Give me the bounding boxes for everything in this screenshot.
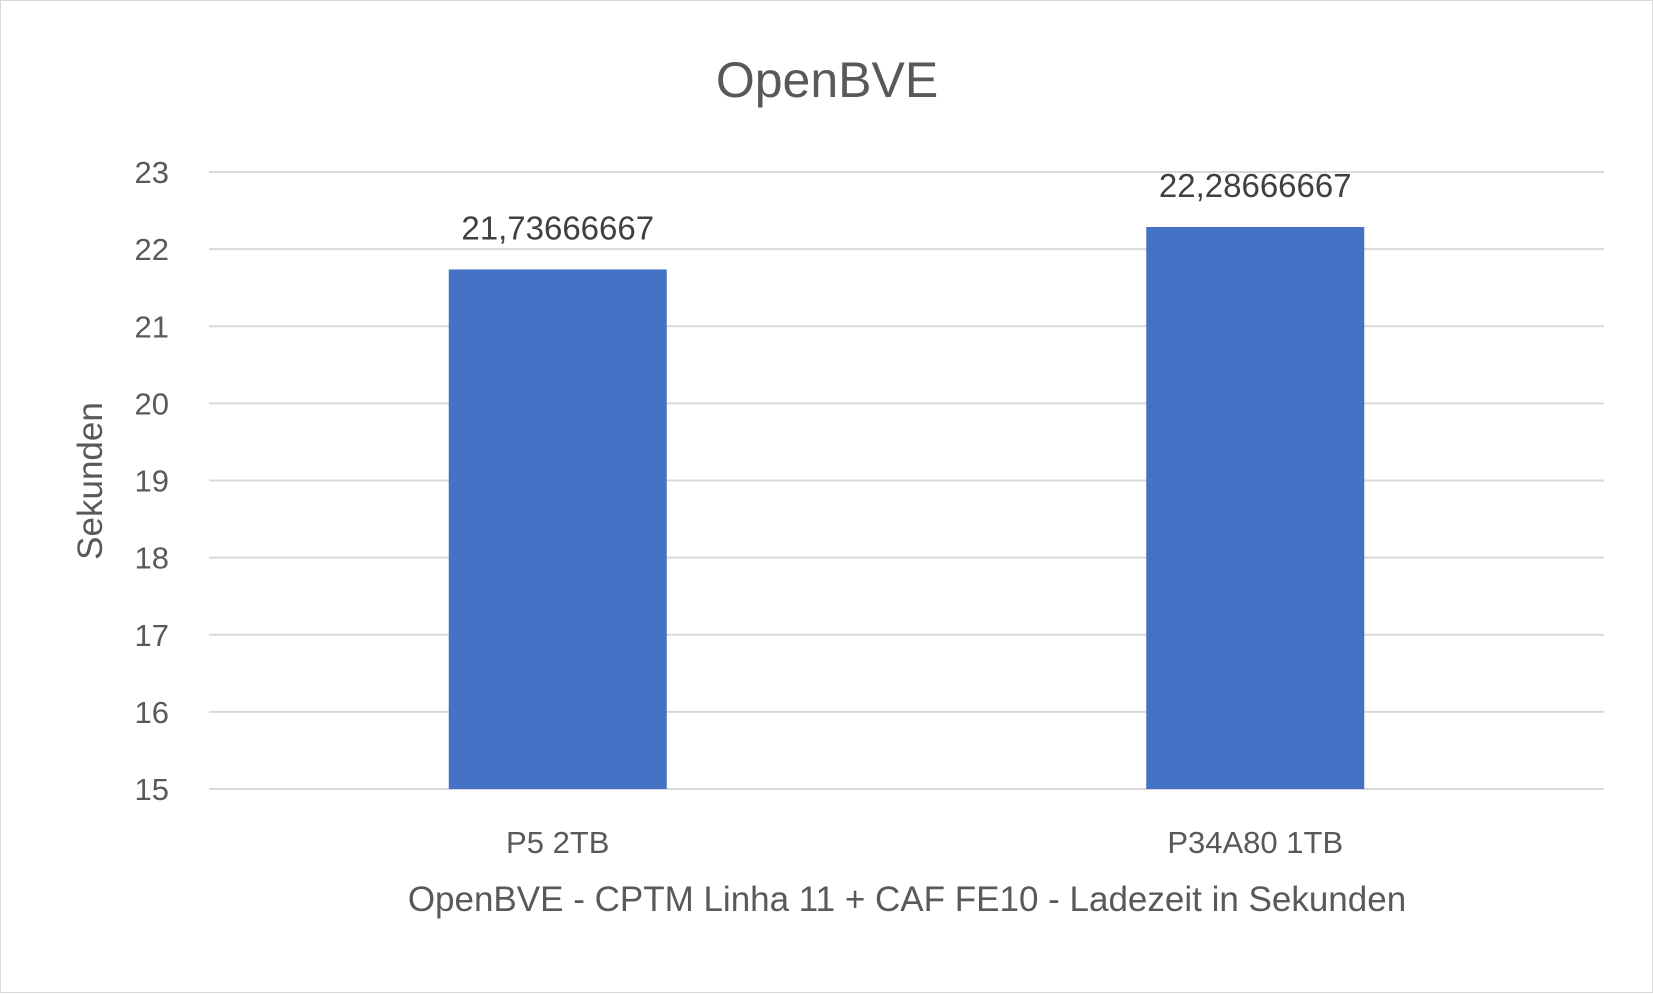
data-labels: 21,73666667 22,28666667 (461, 167, 1351, 246)
y-tick-label: 15 (135, 772, 169, 807)
y-tick-label: 23 (135, 155, 169, 190)
gridlines (209, 171, 1604, 790)
y-tick-label: 21 (135, 309, 169, 344)
x-category-label: P5 2TB (506, 825, 609, 860)
y-axis-ticks: 15 16 17 18 19 20 21 22 23 (135, 155, 169, 807)
data-label: 21,73666667 (461, 209, 654, 246)
bar (448, 269, 667, 789)
bar (1146, 227, 1365, 789)
y-tick-label: 19 (135, 464, 169, 499)
x-category-label: P34A80 1TB (1167, 825, 1343, 860)
y-axis-title: Sekunden (71, 402, 110, 560)
chart-title: OpenBVE (716, 52, 938, 108)
x-axis-categories: P5 2TB P34A80 1TB (506, 825, 1343, 860)
y-tick-label: 17 (135, 618, 169, 653)
y-tick-label: 20 (135, 386, 169, 421)
y-tick-label: 16 (135, 695, 169, 730)
y-tick-label: 18 (135, 541, 169, 576)
bars (448, 227, 1365, 789)
data-label: 22,28666667 (1159, 167, 1352, 204)
x-axis-title: OpenBVE - CPTM Linha 11 + CAF FE10 - Lad… (408, 880, 1406, 919)
y-tick-label: 22 (135, 232, 169, 267)
